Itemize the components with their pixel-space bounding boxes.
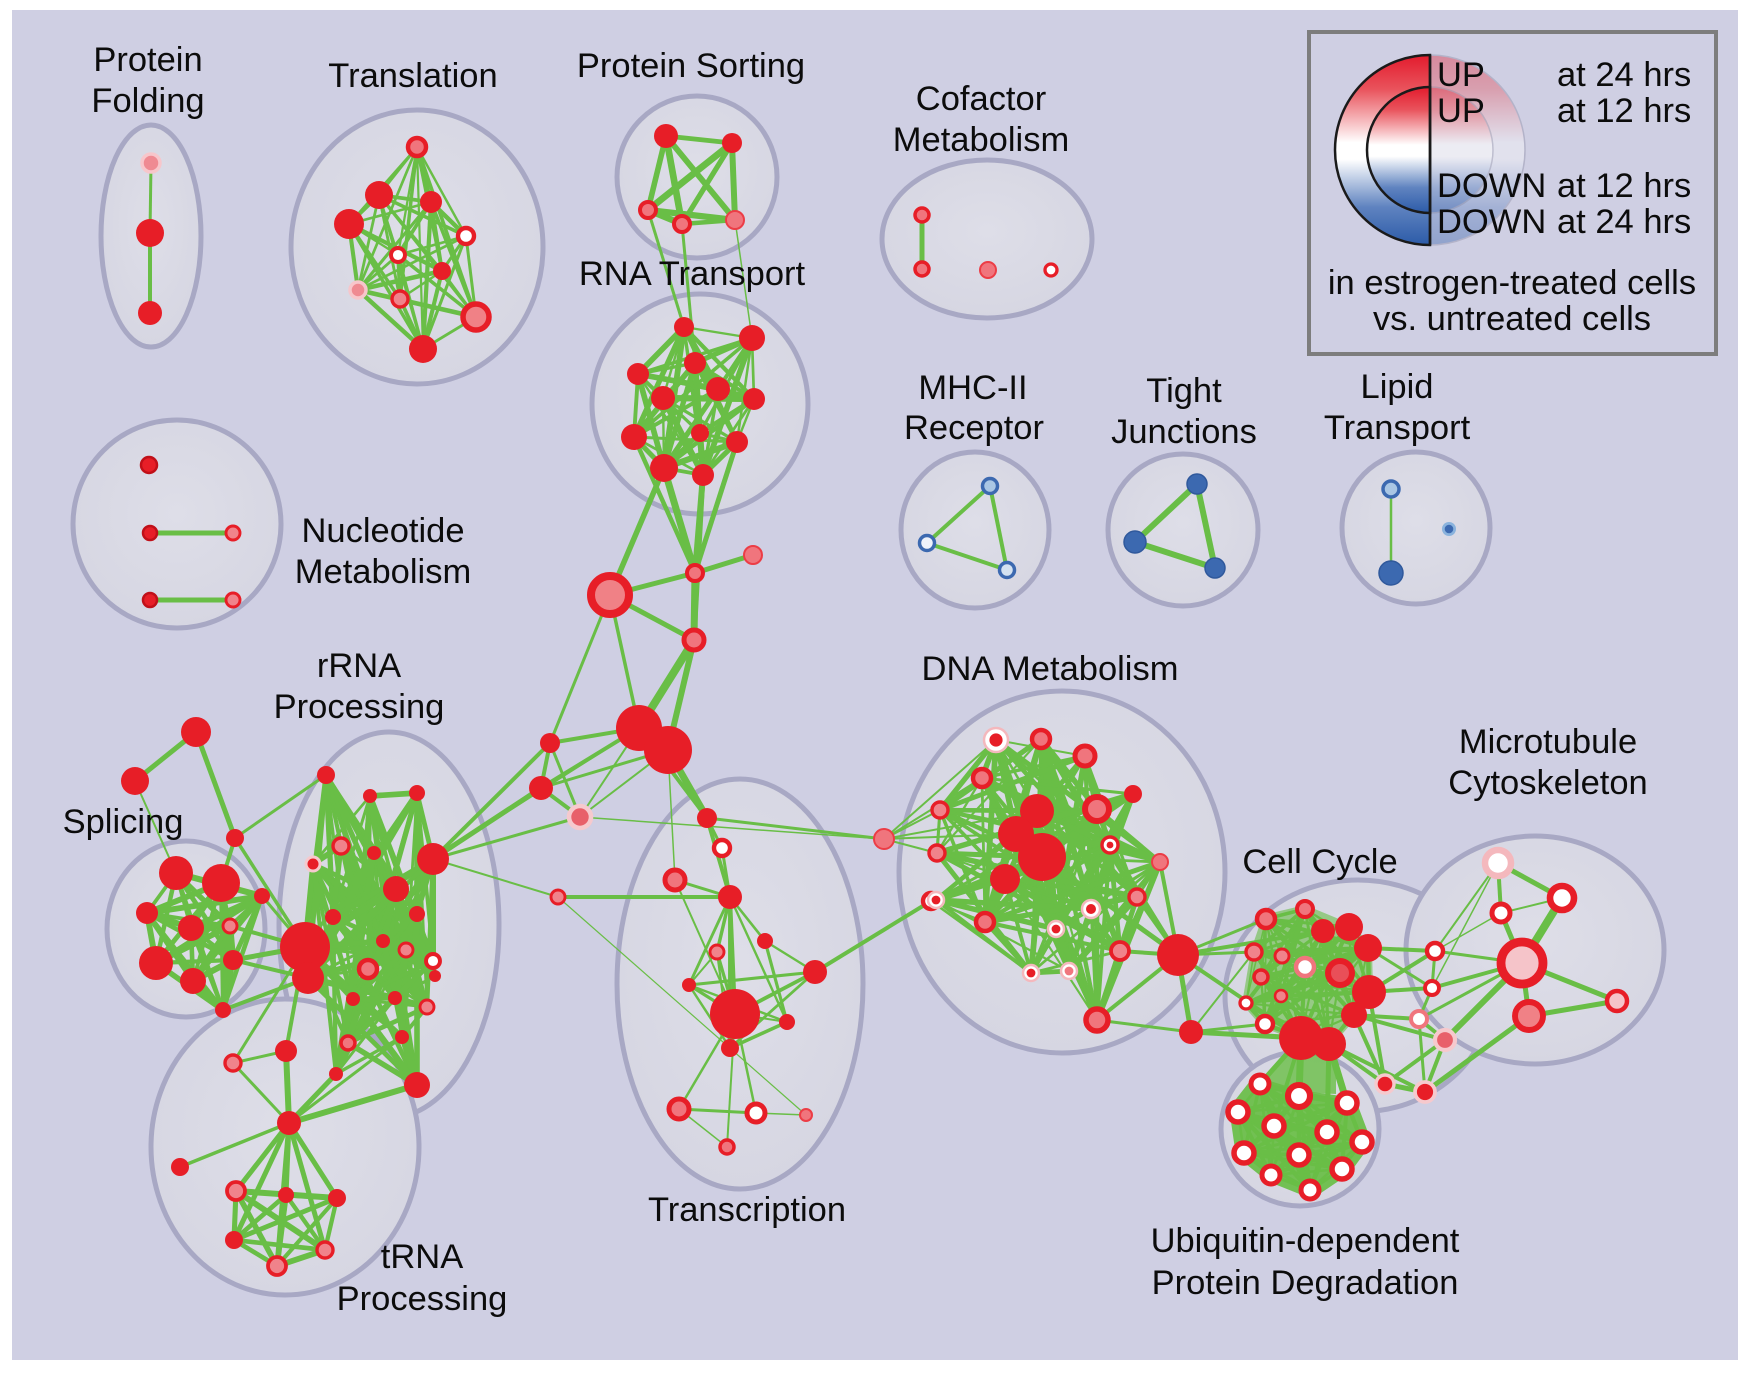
svg-text:DNA Metabolism: DNA Metabolism (922, 650, 1179, 688)
svg-text:Folding: Folding (91, 82, 204, 120)
svg-text:Metabolism: Metabolism (295, 553, 471, 591)
svg-text:Processing: Processing (337, 1280, 508, 1318)
svg-text:Transport: Transport (1324, 409, 1471, 447)
svg-text:Splicing: Splicing (63, 803, 184, 841)
svg-text:DOWN: DOWN (1437, 167, 1546, 205)
svg-text:Lipid: Lipid (1361, 368, 1434, 406)
svg-text:at 12 hrs: at 12 hrs (1557, 92, 1691, 130)
svg-text:Protein Degradation: Protein Degradation (1152, 1264, 1459, 1302)
svg-text:Transcription: Transcription (648, 1191, 846, 1229)
svg-text:Cell Cycle: Cell Cycle (1242, 843, 1397, 881)
svg-text:Ubiquitin-dependent: Ubiquitin-dependent (1151, 1222, 1460, 1260)
svg-text:UP: UP (1437, 56, 1485, 94)
svg-text:Translation: Translation (328, 57, 497, 95)
svg-text:Cofactor: Cofactor (916, 80, 1046, 118)
svg-text:Cytoskeleton: Cytoskeleton (1448, 764, 1647, 802)
svg-text:DOWN: DOWN (1437, 203, 1546, 241)
svg-text:tRNA: tRNA (381, 1238, 463, 1276)
svg-text:Protein Sorting: Protein Sorting (577, 47, 805, 85)
svg-text:vs. untreated cells: vs. untreated cells (1373, 300, 1651, 338)
svg-text:at 24 hrs: at 24 hrs (1557, 203, 1691, 241)
svg-text:Junctions: Junctions (1111, 413, 1257, 451)
svg-text:Tight: Tight (1146, 372, 1222, 410)
svg-text:Metabolism: Metabolism (893, 121, 1069, 159)
svg-text:in estrogen-treated cells: in estrogen-treated cells (1328, 264, 1696, 302)
svg-text:Processing: Processing (274, 688, 445, 726)
svg-text:Nucleotide: Nucleotide (301, 512, 464, 550)
svg-text:at 24 hrs: at 24 hrs (1557, 56, 1691, 94)
svg-text:at 12 hrs: at 12 hrs (1557, 167, 1691, 205)
svg-text:rRNA: rRNA (317, 647, 401, 685)
svg-text:MHC-II: MHC-II (918, 369, 1027, 407)
svg-text:RNA Transport: RNA Transport (579, 255, 806, 293)
svg-text:Protein: Protein (93, 41, 202, 79)
svg-text:Microtubule: Microtubule (1459, 723, 1637, 761)
svg-text:Receptor: Receptor (904, 409, 1044, 447)
svg-text:UP: UP (1437, 92, 1485, 130)
